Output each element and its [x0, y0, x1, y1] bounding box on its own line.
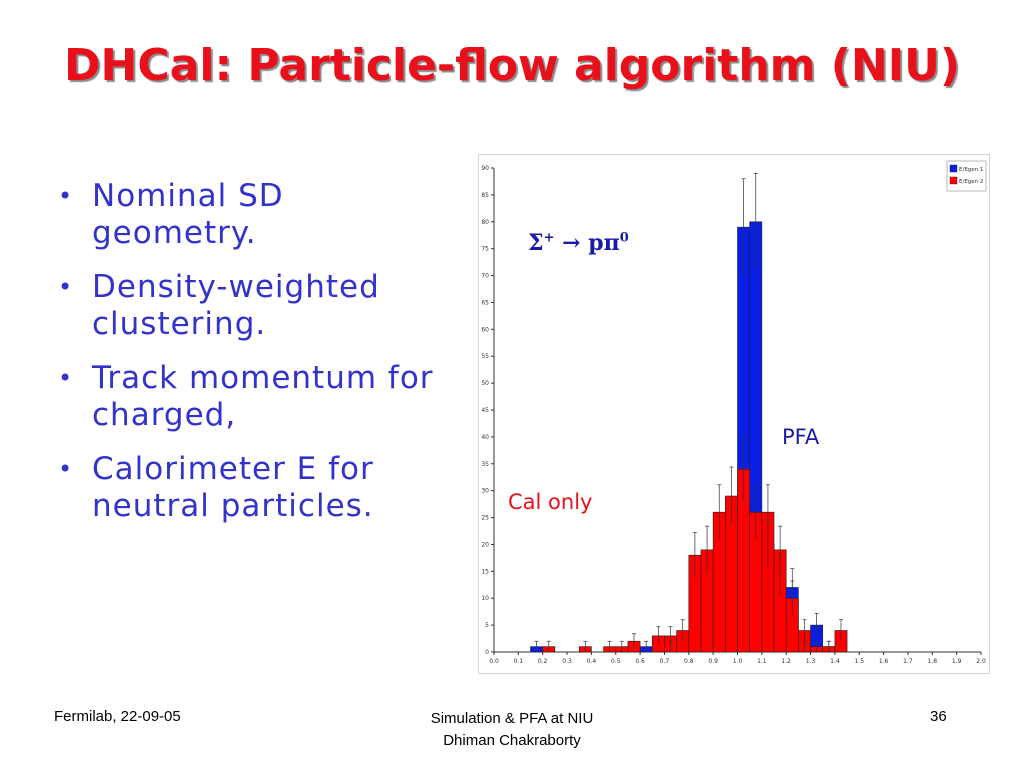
y-tick-label: 0 [485, 649, 489, 656]
x-tick-label: 1.9 [952, 658, 962, 665]
arrow-icon: → [562, 230, 581, 256]
cal-only-label: Cal only [508, 490, 593, 514]
bullet-text: Nominal SD geometry. [92, 178, 284, 251]
x-tick-label: 1.8 [928, 658, 938, 665]
bullet-list: • Nominal SD geometry. • Density-weighted … [56, 178, 456, 542]
bullet-dot-icon: • [58, 273, 74, 301]
bullet-dot-icon: • [58, 455, 74, 483]
y-tick-label: 40 [481, 434, 489, 441]
x-tick-label: 0.2 [538, 658, 548, 665]
y-tick-label: 60 [481, 326, 489, 333]
x-tick-label: 1.3 [806, 658, 816, 665]
y-tick-label: 65 [481, 299, 489, 306]
y-tick-label: 70 [481, 273, 489, 280]
x-tick-label: 0.9 [708, 658, 718, 665]
bullet-text: Track momentum for charged, [92, 360, 434, 433]
bullet-text: Density-weighted clustering. [92, 269, 380, 342]
sigma-charge: + [543, 230, 555, 246]
footer-talk-title: Simulation & PFA at NIU [430, 710, 594, 727]
x-tick-label: 1.7 [903, 658, 913, 665]
y-tick-label: 85 [481, 192, 489, 199]
sigma-symbol: Σ [528, 230, 544, 256]
x-tick-label: 1.5 [854, 658, 864, 665]
reaction-product-charge: 0 [619, 230, 629, 246]
x-tick-label: 0.4 [587, 658, 597, 665]
y-tick-label: 50 [481, 380, 489, 387]
x-tick-label: 0.6 [635, 658, 645, 665]
legend-swatch [949, 164, 958, 173]
y-tick-label: 15 [481, 568, 489, 575]
x-tick-label: 0.0 [489, 658, 499, 665]
x-tick-label: 1.6 [879, 658, 889, 665]
bullet-item: • Calorimeter E for neutral particles. [56, 451, 456, 525]
legend-swatch [949, 176, 958, 185]
y-tick-label: 35 [481, 461, 489, 468]
footer-author: Dhiman Chakraborty [443, 732, 581, 749]
x-tick-label: 0.1 [514, 658, 524, 665]
y-tick-label: 25 [481, 515, 489, 522]
x-tick-label: 1.0 [733, 658, 743, 665]
x-tick-label: 1.4 [830, 658, 840, 665]
bullet-dot-icon: • [58, 182, 74, 210]
bullet-dot-icon: • [58, 364, 74, 392]
bullet-text: Calorimeter E for neutral particles. [92, 451, 374, 524]
histogram-panel: 0 5 10 15 20 25 30 35 40 45 50 55 60 65 70 75 80 85 90 0.0 0… [478, 154, 990, 674]
page-number: 36 [930, 708, 947, 725]
y-tick-label: 20 [481, 541, 489, 548]
y-tick-label: 80 [481, 219, 489, 226]
footer-venue-date: Fermilab, 22-09-05 [54, 708, 181, 725]
footer-center: Simulation & PFA at NIU Dhiman Chakrabor… [362, 708, 662, 752]
x-tick-label: 1.2 [781, 658, 791, 665]
y-tick-label: 75 [481, 246, 489, 253]
x-tick-label: 2.0 [976, 658, 986, 665]
y-tick-label: 55 [481, 353, 489, 360]
reaction-label: Σ+ → pπ0 [528, 230, 629, 256]
y-tick-label: 90 [481, 165, 489, 172]
x-tick-label: 1.1 [757, 658, 767, 665]
legend-entry: E/Egen 1 [959, 167, 983, 173]
y-tick-label: 45 [481, 407, 489, 414]
slide-title: DHCal: Particle-flow algorithm (NIU) [64, 40, 960, 91]
x-tick-label: 0.5 [611, 658, 621, 665]
x-tick-label: 0.7 [660, 658, 670, 665]
bullet-item: • Track momentum for charged, [56, 360, 456, 434]
x-tick-label: 0.3 [562, 658, 572, 665]
y-tick-label: 5 [485, 622, 489, 629]
bullet-item: • Nominal SD geometry. [56, 178, 456, 252]
x-tick-label: 0.8 [684, 658, 694, 665]
reaction-product: pπ [588, 230, 620, 256]
legend-entry: E/Egen 2 [959, 179, 983, 185]
pfa-label: PFA [782, 425, 820, 449]
y-tick-label: 30 [481, 488, 489, 495]
y-tick-label: 10 [481, 595, 489, 602]
bullet-item: • Density-weighted clustering. [56, 269, 456, 343]
